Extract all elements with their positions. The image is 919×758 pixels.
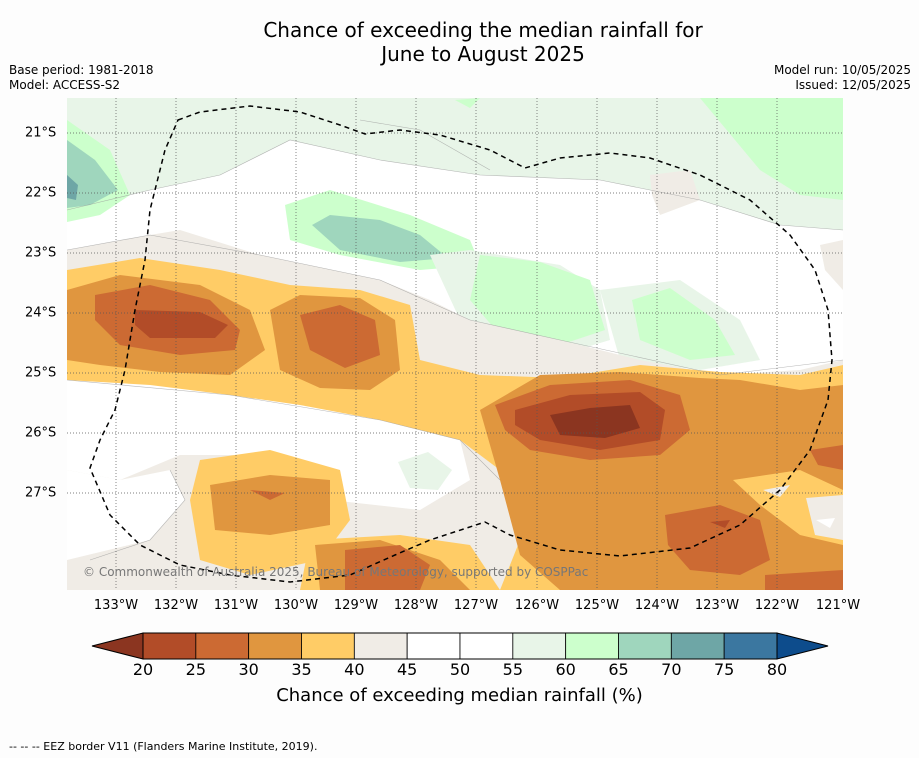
rainfall-field bbox=[67, 98, 843, 590]
colorbar-box bbox=[459, 632, 514, 660]
colorbar-box bbox=[512, 632, 567, 660]
model-run: Model run: 10/05/2025 bbox=[773, 63, 911, 77]
colorbar-tick-label: 50 bbox=[449, 660, 471, 679]
colorbar-tick-label: 40 bbox=[344, 660, 365, 679]
longitude-tick-label: 129°W bbox=[333, 598, 379, 613]
longitude-tick-label: 131°W bbox=[213, 598, 259, 613]
colorbar-box bbox=[565, 632, 619, 660]
issued-date: Issued: 12/05/2025 bbox=[795, 78, 911, 92]
colorbar-box bbox=[723, 632, 778, 660]
longitude-tick-label: 130°W bbox=[273, 598, 319, 613]
colorbar-tick-label: 60 bbox=[555, 660, 576, 679]
eez-border-line bbox=[89, 105, 833, 583]
base-period: Base period: 1981-2018 bbox=[9, 63, 154, 77]
colorbar-boxes bbox=[142, 632, 778, 660]
latitude-tick-label: 21°S bbox=[25, 125, 57, 141]
run-info: Model run: 10/05/2025 Issued: 12/05/2025 bbox=[774, 63, 911, 93]
colorbar-box bbox=[195, 632, 250, 660]
colorbar-tick-label: 75 bbox=[713, 660, 735, 679]
title-line-2: June to August 2025 bbox=[381, 42, 585, 66]
latitude-tick-label: 23°S bbox=[25, 245, 57, 261]
colorbar-box bbox=[406, 632, 461, 660]
colorbar-tick-label: 35 bbox=[291, 660, 312, 679]
title-line-1: Chance of exceeding the median rainfall … bbox=[263, 18, 703, 42]
latitude-tick-label: 22°S bbox=[25, 185, 57, 201]
colorbar bbox=[91, 632, 829, 660]
longitude-tick-label: 125°W bbox=[574, 598, 620, 613]
longitude-tick-label: 132°W bbox=[153, 598, 199, 613]
colorbar-box bbox=[670, 632, 725, 660]
longitude-tick-label: 126°W bbox=[514, 598, 560, 613]
colorbar-title: Chance of exceeding median rainfall (%) bbox=[276, 685, 643, 706]
colorbar-tick-label: 45 bbox=[396, 660, 418, 679]
latitude-tick-label: 27°S bbox=[25, 485, 57, 501]
longitude-tick-label: 133°W bbox=[93, 598, 139, 613]
colorbar-tick-label: 30 bbox=[238, 660, 259, 679]
longitude-tick-label: 127°W bbox=[453, 598, 499, 613]
credit-text: © Commonwealth of Australia 2025, Bureau… bbox=[83, 565, 589, 579]
colorbar-under-arrow bbox=[91, 632, 144, 660]
colorbar-tick-label: 20 bbox=[132, 660, 154, 679]
colorbar-box bbox=[248, 632, 302, 660]
longitude-tick-label: 128°W bbox=[393, 598, 439, 613]
map-title: Chance of exceeding the median rainfall … bbox=[0, 18, 919, 66]
colorbar-tick-label: 25 bbox=[185, 660, 207, 679]
colorbar-box bbox=[618, 632, 672, 660]
colorbar-box bbox=[301, 632, 355, 660]
latitude-tick-label: 24°S bbox=[25, 305, 57, 321]
colorbar-tick-label: 70 bbox=[661, 660, 682, 679]
colorbar-box bbox=[353, 632, 408, 660]
model-name: Model: ACCESS-S2 bbox=[9, 78, 121, 92]
longitude-tick-label: 122°W bbox=[754, 598, 800, 613]
latitude-tick-label: 25°S bbox=[25, 365, 57, 381]
colorbar-over-arrow bbox=[776, 632, 829, 660]
graticule bbox=[67, 98, 843, 590]
colorbar-tick-labels: 20 25 30 35 40 45 50 55 60 65 70 75 80 bbox=[0, 660, 919, 682]
longitude-tick-label: 124°W bbox=[634, 598, 680, 613]
colorbar-tick-label: 55 bbox=[502, 660, 524, 679]
eez-legend-note: -- -- -- EEZ border V11 (Flanders Marine… bbox=[9, 740, 318, 753]
base-info: Base period: 1981-2018 Model: ACCESS-S2 bbox=[9, 63, 154, 93]
colorbar-tick-label: 65 bbox=[608, 660, 629, 679]
latitude-tick-label: 26°S bbox=[25, 425, 57, 441]
colorbar-tick-label: 80 bbox=[766, 660, 788, 679]
longitude-tick-label: 121°W bbox=[815, 598, 861, 613]
colorbar-box bbox=[142, 632, 197, 660]
longitude-tick-label: 123°W bbox=[694, 598, 740, 613]
